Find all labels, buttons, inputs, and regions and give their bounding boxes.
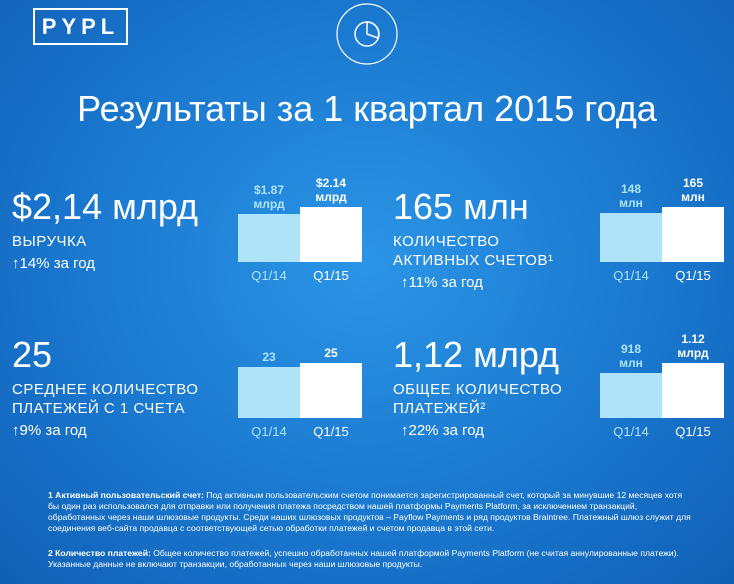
headline: 165 млн	[393, 186, 529, 227]
change: ↑14% за год	[12, 255, 95, 272]
headline: 1,12 млрд	[393, 334, 560, 375]
value-label: 918 млн	[619, 341, 643, 370]
metric-label: СРЕДНЕЕ КОЛИЧЕСТВО ПЛАТЕЖЕЙ С 1 СЧЕТА	[12, 381, 199, 417]
logo: PYPL	[33, 8, 128, 45]
footnote: 1 Активный пользовательский счет: Под ак…	[48, 490, 693, 534]
footnote-text: Под активным пользовательским счетом пон…	[48, 490, 691, 533]
bar	[300, 363, 362, 418]
footnote-text: Общее количество платежей, успешно обраб…	[48, 548, 679, 569]
category-label: Q1/14	[613, 268, 649, 283]
value-label: $1.87 млрд	[253, 182, 285, 211]
pie-icon	[336, 3, 398, 65]
category-label: Q1/14	[251, 268, 287, 283]
value-label: 148 млн	[619, 181, 643, 210]
bar	[300, 207, 362, 262]
metric-label: ВЫРУЧКА	[12, 233, 87, 250]
metric-label: КОЛИЧЕСТВО АКТИВНЫХ СЧЕТОВ¹	[393, 233, 554, 269]
bar	[238, 367, 300, 418]
bar	[600, 212, 662, 262]
category-label: Q1/15	[313, 268, 349, 283]
bar	[662, 207, 724, 262]
category-label: Q1/14	[251, 424, 287, 439]
value-label: 23	[262, 350, 276, 365]
category-label: Q1/15	[675, 268, 711, 283]
title: Результаты за 1 квартал 2015 года	[77, 88, 657, 129]
value-label: $2.14 млрд	[315, 176, 347, 204]
value-label: 1.12 млрд	[677, 332, 709, 360]
category-label: Q1/14	[613, 424, 649, 439]
change: ↑9% за год	[12, 422, 87, 439]
bar	[600, 372, 662, 418]
change: ↑22% за год	[401, 422, 484, 439]
headline: 25	[12, 334, 53, 375]
change: ↑11% за год	[401, 274, 483, 291]
value-label: 165 млн	[681, 176, 705, 204]
headline: $2,14 млрд	[12, 186, 199, 227]
value-label: 25	[324, 346, 338, 360]
category-label: Q1/15	[675, 424, 711, 439]
footnote-term: 2 Количество платежей:	[48, 548, 151, 558]
footnote-term: 1 Активный пользовательский счет:	[48, 490, 204, 500]
footnote: 2 Количество платежей: Общее количество …	[48, 548, 693, 570]
category-label: Q1/15	[313, 424, 349, 439]
metric-label: ОБЩЕЕ КОЛИЧЕСТВО ПЛАТЕЖЕЙ²	[393, 381, 563, 417]
bar	[662, 363, 724, 418]
bar	[238, 213, 300, 262]
